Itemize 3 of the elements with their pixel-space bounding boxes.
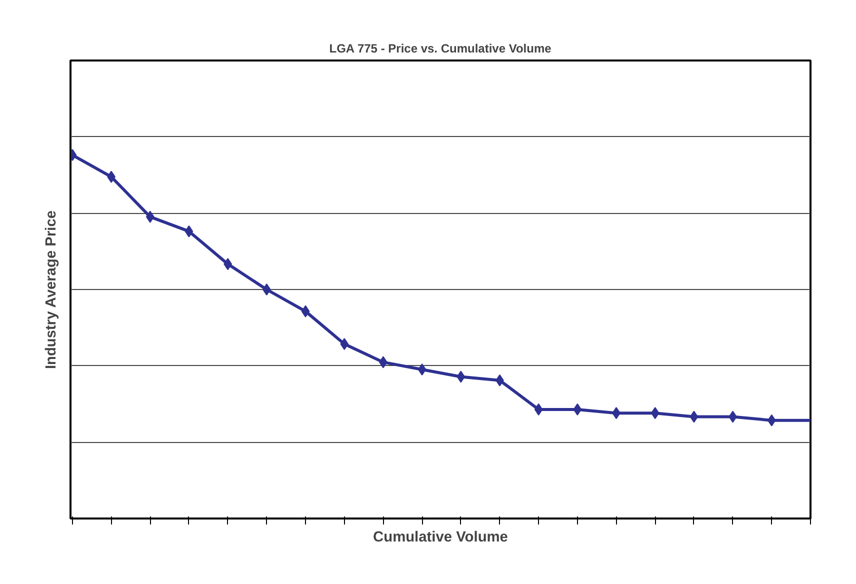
chart-title: LGA 775 - Price vs. Cumulative Volume [329, 42, 552, 56]
x-axis-title: Cumulative Volume [373, 530, 508, 546]
y-axis-title: Industry Average Price [44, 210, 60, 370]
